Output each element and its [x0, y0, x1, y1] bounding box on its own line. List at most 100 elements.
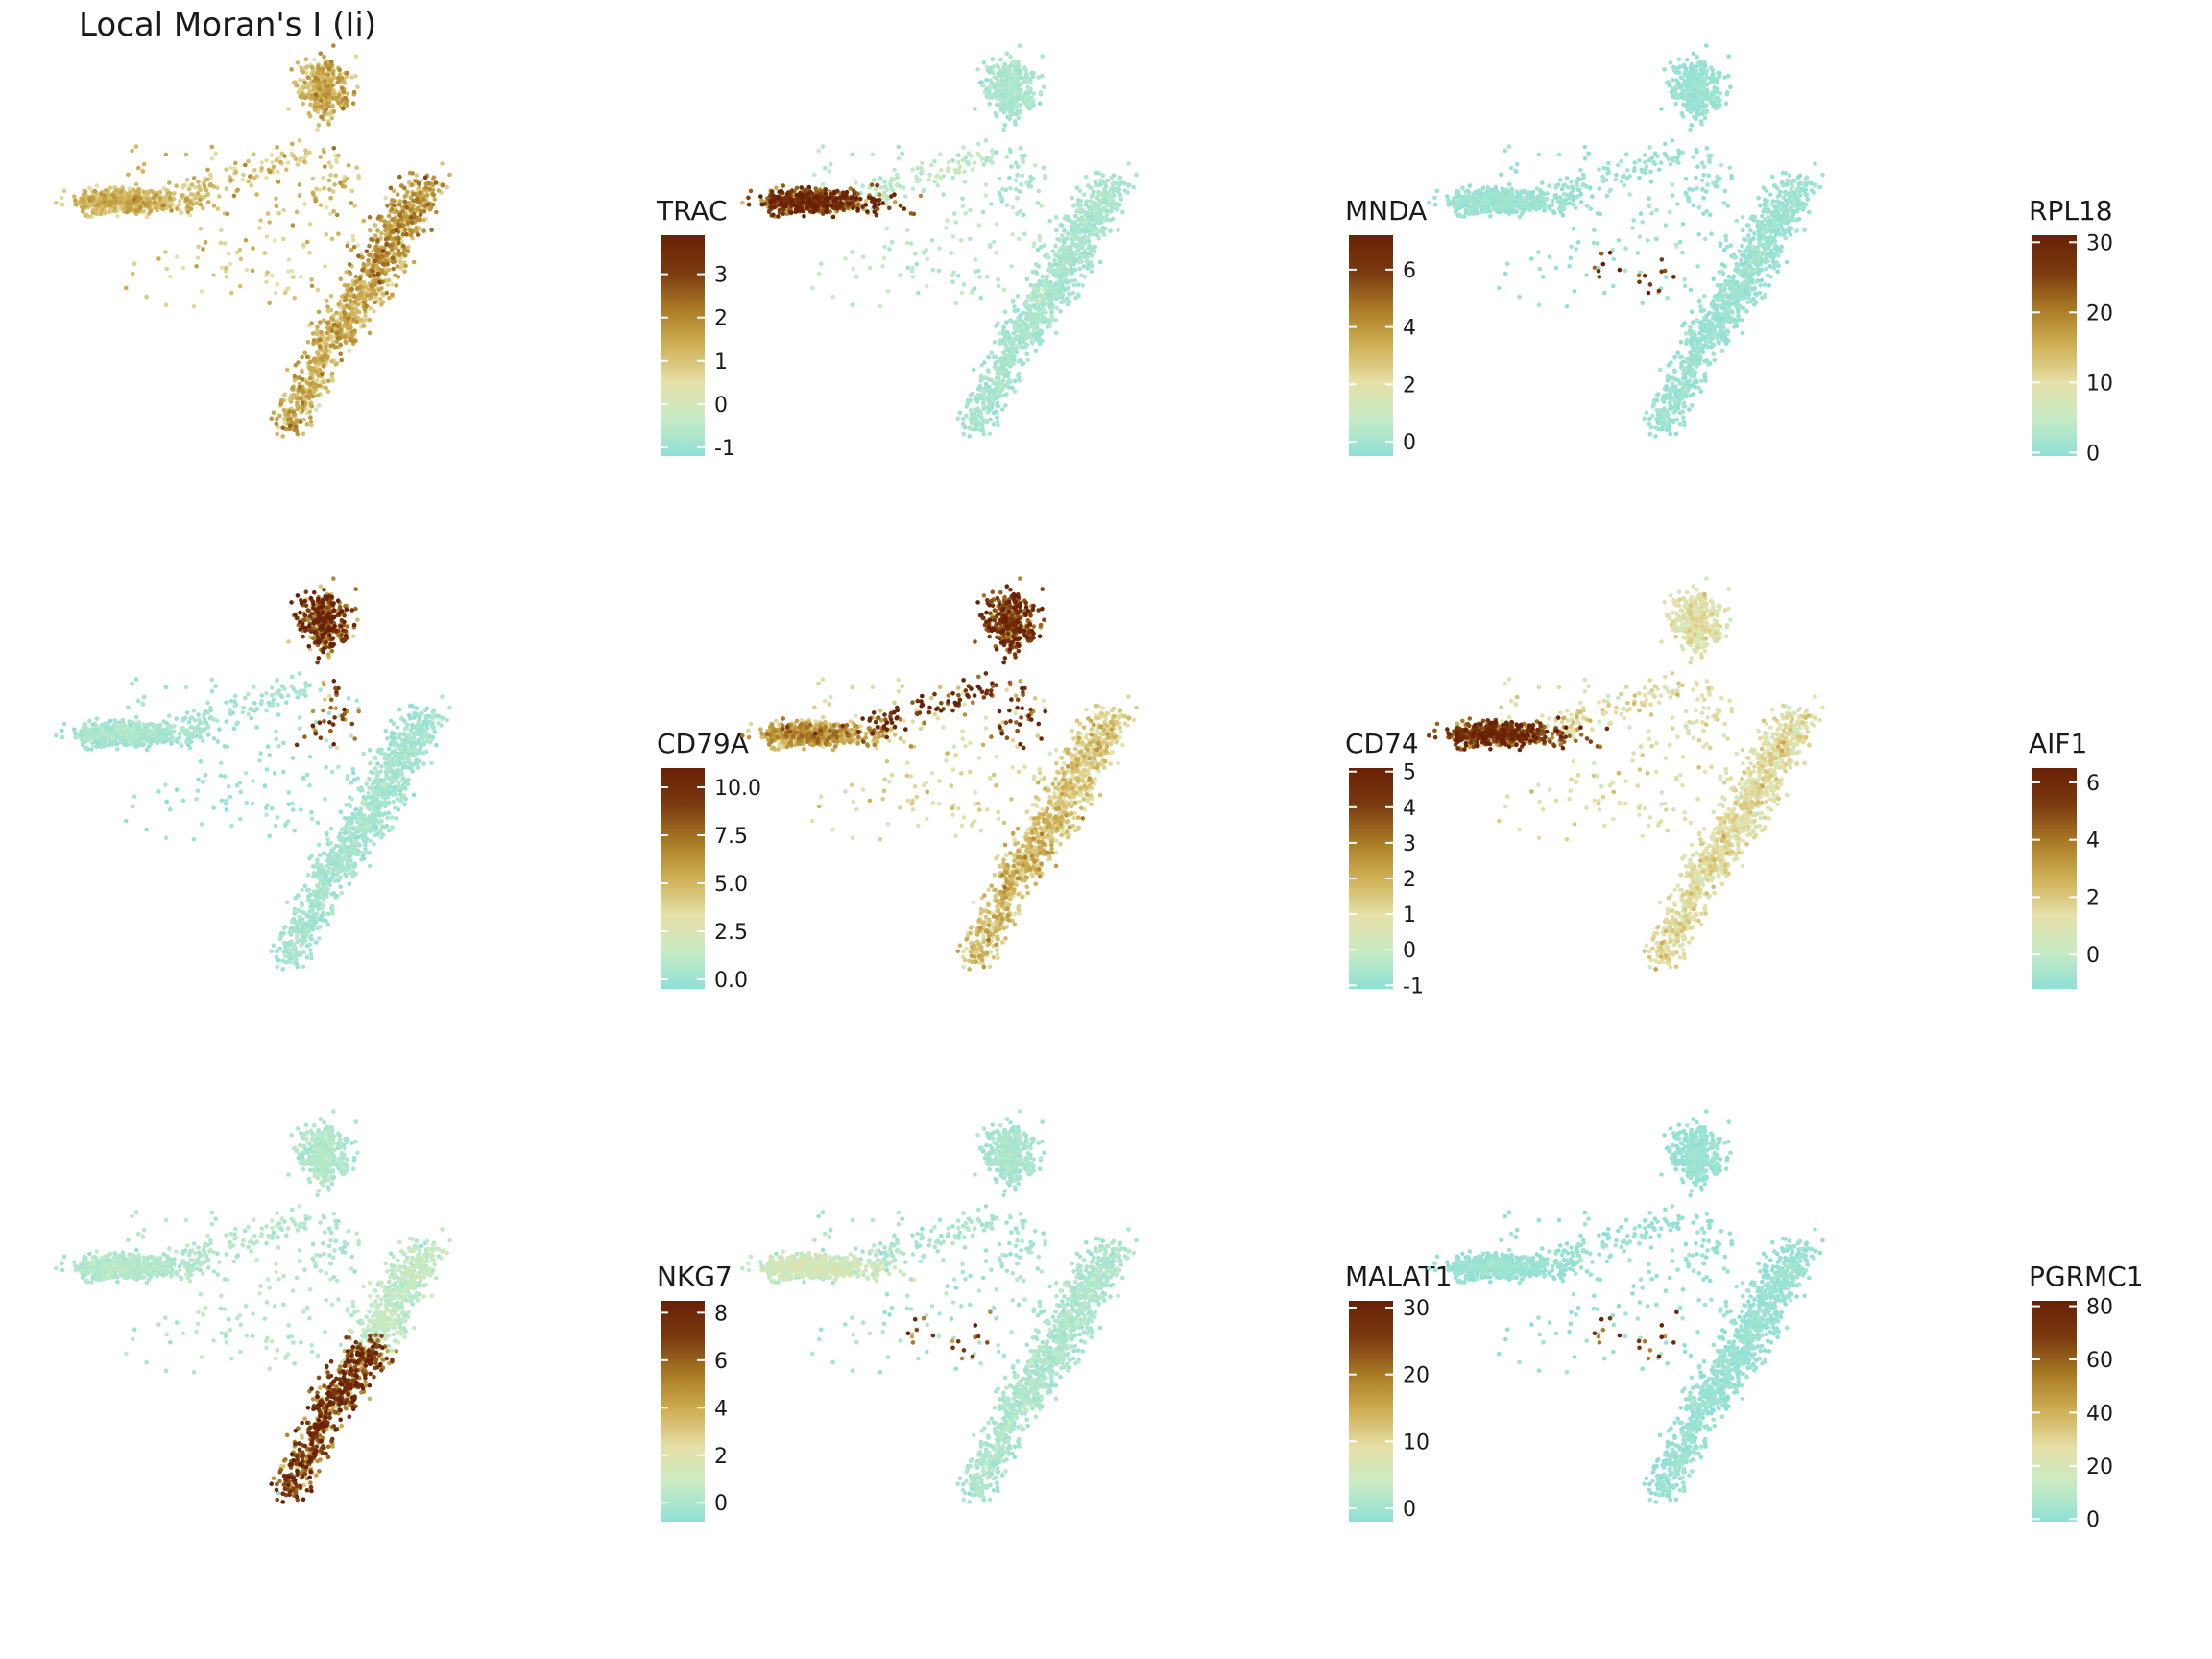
data-point	[1025, 86, 1031, 91]
data-point	[987, 242, 993, 248]
data-point	[397, 174, 402, 180]
data-point	[1074, 229, 1079, 235]
data-point	[168, 275, 173, 279]
data-point	[789, 210, 794, 215]
data-point	[209, 144, 215, 150]
data-point	[860, 183, 865, 188]
data-point	[970, 426, 974, 432]
data-point	[998, 338, 1003, 343]
chart-title: Local Moran's I (Ii)	[79, 6, 376, 44]
data-point	[386, 277, 392, 283]
data-point	[305, 340, 311, 345]
data-point	[92, 188, 97, 194]
data-point	[302, 350, 308, 356]
data-point	[1040, 54, 1045, 59]
data-point	[1009, 112, 1015, 117]
data-point	[322, 364, 326, 369]
data-point	[376, 287, 382, 293]
data-point	[1009, 264, 1014, 269]
data-point	[1059, 292, 1064, 297]
data-point	[945, 218, 950, 223]
data-point	[271, 164, 276, 170]
data-point	[318, 320, 323, 325]
data-point	[317, 86, 323, 91]
data-point	[222, 241, 228, 246]
data-point	[338, 342, 344, 348]
data-point	[1053, 243, 1058, 249]
data-point	[295, 83, 300, 88]
data-point	[1102, 186, 1107, 192]
data-point	[958, 238, 964, 243]
data-point	[1095, 230, 1101, 235]
data-point	[1077, 266, 1082, 272]
data-point	[1018, 91, 1023, 96]
data-point	[315, 393, 321, 398]
data-point	[801, 194, 805, 200]
colorbar-tick-label: -1	[714, 437, 735, 461]
data-point	[161, 203, 166, 208]
data-point	[224, 186, 229, 191]
data-point	[831, 199, 837, 204]
data-point	[975, 67, 980, 72]
data-point	[806, 191, 811, 197]
data-point	[872, 202, 878, 207]
data-point	[1092, 220, 1097, 225]
data-point	[328, 293, 334, 299]
data-point	[73, 202, 79, 207]
data-point	[282, 154, 287, 158]
data-point	[157, 189, 163, 195]
data-point	[851, 205, 855, 211]
data-point	[1023, 90, 1029, 95]
data-point	[863, 198, 869, 204]
data-point	[308, 102, 313, 108]
data-point	[330, 378, 335, 383]
data-point	[315, 287, 321, 293]
data-point	[322, 149, 326, 155]
data-point	[962, 180, 968, 184]
data-point	[447, 172, 452, 178]
data-point	[969, 290, 974, 296]
data-point	[976, 141, 981, 147]
data-point	[282, 290, 288, 296]
data-point	[274, 421, 279, 427]
data-point	[1052, 258, 1057, 263]
data-point	[329, 315, 334, 321]
data-point	[950, 234, 956, 239]
data-point	[999, 195, 1004, 201]
data-point	[981, 375, 986, 381]
data-point	[857, 196, 863, 202]
data-point	[995, 359, 999, 365]
data-point	[328, 78, 333, 84]
data-point	[996, 404, 1001, 409]
data-point	[1028, 184, 1034, 189]
data-point	[318, 51, 324, 56]
data-point	[411, 198, 416, 204]
data-point	[297, 138, 302, 143]
data-point	[1001, 325, 1006, 330]
data-point	[1013, 60, 1019, 65]
data-point	[330, 104, 335, 108]
data-point	[1101, 194, 1106, 200]
data-point	[1089, 269, 1094, 275]
data-point	[310, 394, 316, 399]
data-point	[1695, 54, 1699, 60]
data-point	[1008, 54, 1013, 60]
data-point	[1572, 289, 1577, 294]
data-point	[126, 172, 131, 178]
data-point	[132, 261, 137, 267]
data-point	[1090, 232, 1095, 237]
data-point	[1009, 164, 1014, 169]
data-point	[316, 66, 322, 71]
data-point	[366, 258, 371, 263]
data-point	[989, 397, 995, 401]
data-point	[1029, 96, 1035, 101]
data-point	[1012, 378, 1018, 384]
data-point	[1026, 334, 1032, 340]
data-point	[280, 434, 286, 439]
data-point	[1063, 252, 1068, 257]
data-point	[1041, 286, 1046, 292]
data-point	[793, 209, 799, 214]
data-point	[350, 101, 356, 106]
data-point	[1037, 300, 1042, 304]
